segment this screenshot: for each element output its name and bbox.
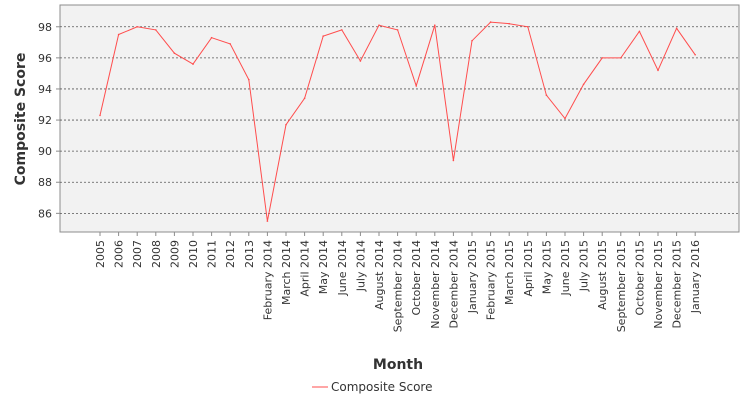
- y-tick-label-86: 86: [38, 207, 52, 220]
- x-tick-label-january-2015: January 2015: [466, 240, 479, 314]
- legend: Composite Score: [312, 380, 432, 394]
- data-point-17: [415, 85, 418, 87]
- plot-area: [59, 4, 740, 233]
- x-tick-label-september-2015: September 2015: [615, 240, 628, 332]
- x-tick-label-april-2015: April 2015: [522, 240, 535, 297]
- x-tick-label-february-2015: February 2015: [485, 240, 498, 320]
- data-point-25: [564, 117, 566, 120]
- x-tick-label-august-2014: August 2014: [373, 240, 386, 310]
- x-tick-label-june-2015: June 2015: [559, 240, 572, 296]
- x-tick-label-2011: 2011: [206, 240, 219, 268]
- data-point-16: [396, 29, 399, 31]
- x-tick-label-2010: 2010: [187, 240, 200, 268]
- y-tick-label-94: 94: [38, 83, 52, 96]
- y-tick-label-88: 88: [38, 176, 52, 189]
- x-tick-label-october-2014: October 2014: [410, 240, 423, 316]
- data-point-9: [266, 220, 269, 222]
- x-tick-label-june-2014: June 2014: [336, 240, 349, 296]
- x-tick-label-2013: 2013: [243, 240, 256, 268]
- y-tick-label-98: 98: [38, 21, 52, 34]
- data-point-26: [582, 83, 585, 86]
- x-tick-label-2009: 2009: [168, 240, 181, 268]
- data-point-20: [471, 39, 473, 42]
- x-tick-label-july-2014: July 2014: [354, 240, 367, 292]
- x-tick-label-february-2014: February 2014: [261, 240, 274, 320]
- y-tick-label-96: 96: [38, 52, 52, 65]
- x-tick-label-2007: 2007: [131, 240, 144, 268]
- data-point-27: [601, 57, 603, 59]
- x-tick-label-august-2015: August 2015: [596, 240, 609, 310]
- x-tick-label-december-2014: December 2014: [447, 240, 460, 329]
- data-point-4: [173, 52, 176, 54]
- grid-lines: [60, 26, 739, 214]
- data-point-6: [210, 36, 213, 39]
- x-tick-label-2012: 2012: [224, 240, 237, 268]
- x-tick-label-november-2014: November 2014: [429, 240, 442, 329]
- x-tick-label-april-2014: April 2014: [299, 240, 312, 297]
- data-point-23: [527, 25, 529, 28]
- data-point-8: [248, 78, 250, 81]
- data-point-14: [359, 60, 362, 62]
- x-tick-label-march-2015: March 2015: [503, 240, 516, 305]
- data-point-3: [155, 29, 157, 31]
- x-tick-label-november-2015: November 2015: [652, 240, 665, 329]
- x-tick-label-2008: 2008: [150, 240, 163, 268]
- data-point-2: [136, 25, 138, 28]
- data-point-28: [620, 57, 622, 59]
- data-point-7: [229, 43, 231, 45]
- data-point-10: [285, 123, 287, 126]
- data-point-29: [638, 30, 641, 33]
- y-axis-ticks: 86 88 90 92 94 96 98: [38, 21, 60, 220]
- data-point-1: [117, 33, 120, 36]
- x-tick-label-october-2015: October 2015: [633, 240, 646, 316]
- data-point-5: [192, 63, 194, 65]
- series-group: [99, 21, 696, 222]
- data-point-15: [378, 24, 380, 27]
- legend-label-composite-score: Composite Score: [331, 380, 432, 394]
- data-point-24: [545, 94, 548, 96]
- data-point-18: [434, 24, 436, 27]
- x-tick-label-2006: 2006: [113, 240, 126, 268]
- data-point-21: [489, 21, 492, 23]
- data-point-19: [452, 159, 455, 162]
- y-tick-label-92: 92: [38, 114, 52, 127]
- data-point-31: [675, 27, 678, 30]
- x-tick-label-january-2016: January 2016: [689, 240, 702, 314]
- x-tick-label-december-2015: December 2015: [671, 240, 684, 329]
- y-tick-label-90: 90: [38, 145, 52, 158]
- x-tick-label-march-2014: March 2014: [280, 240, 293, 305]
- x-tick-label-september-2014: September 2014: [392, 240, 405, 332]
- data-point-13: [341, 29, 343, 31]
- x-tick-label-may-2015: May 2015: [540, 240, 553, 294]
- x-tick-label-may-2014: May 2014: [317, 240, 330, 294]
- x-tick-label-july-2015: July 2015: [578, 240, 591, 292]
- data-point-12: [322, 35, 325, 37]
- x-axis-title: Month: [373, 357, 423, 373]
- data-point-30: [657, 69, 659, 72]
- data-point-22: [508, 22, 511, 25]
- y-axis-title: Composite Score: [13, 53, 29, 186]
- data-point-11: [303, 97, 306, 100]
- x-tick-label-2005: 2005: [94, 240, 107, 268]
- data-point-32: [694, 53, 696, 56]
- data-point-0: [99, 114, 101, 117]
- x-axis-ticks: 2005 2006 2007 2008 2009 2010 2011 2012 2013 Febr…: [94, 232, 702, 332]
